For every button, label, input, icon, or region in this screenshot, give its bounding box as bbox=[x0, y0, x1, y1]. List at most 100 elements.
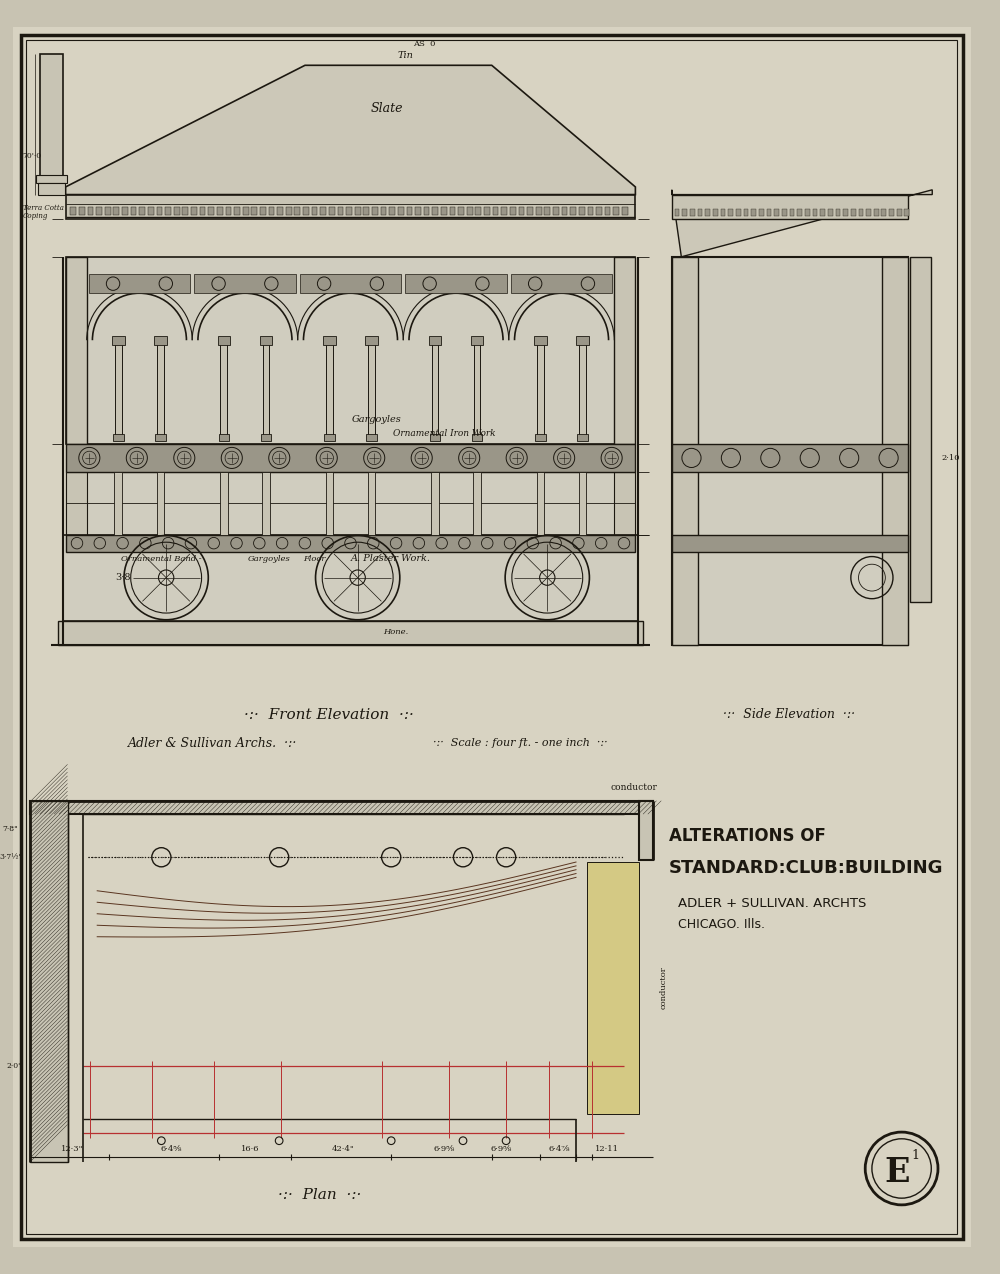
Bar bbox=[38, 183, 65, 195]
Bar bbox=[910, 257, 931, 601]
Bar bbox=[263, 340, 269, 438]
Bar bbox=[363, 208, 369, 215]
Bar bbox=[131, 208, 136, 215]
Bar bbox=[728, 209, 733, 215]
Bar bbox=[220, 340, 227, 438]
Bar bbox=[705, 209, 710, 215]
Bar bbox=[698, 209, 702, 215]
Bar bbox=[148, 208, 154, 215]
Bar bbox=[326, 473, 333, 535]
Text: Gargoyles: Gargoyles bbox=[248, 555, 291, 563]
Bar bbox=[484, 208, 490, 215]
Bar bbox=[194, 274, 296, 293]
Bar bbox=[614, 257, 635, 443]
Bar bbox=[605, 208, 610, 215]
Bar bbox=[493, 208, 498, 215]
Bar bbox=[519, 208, 524, 215]
Bar bbox=[424, 208, 429, 215]
Text: conductor: conductor bbox=[610, 782, 657, 792]
Bar bbox=[324, 434, 335, 441]
Bar bbox=[122, 208, 128, 215]
Bar bbox=[208, 208, 214, 215]
Bar bbox=[157, 208, 162, 215]
Bar bbox=[441, 208, 447, 215]
Bar bbox=[774, 209, 779, 215]
Bar bbox=[191, 208, 197, 215]
Bar bbox=[613, 208, 619, 215]
Text: Ornamental Iron Work: Ornamental Iron Work bbox=[393, 429, 495, 438]
Bar bbox=[398, 208, 404, 215]
Text: 42·4": 42·4" bbox=[332, 1145, 355, 1153]
Bar bbox=[329, 208, 335, 215]
Bar bbox=[182, 208, 188, 215]
Text: 12·11: 12·11 bbox=[595, 1145, 619, 1153]
Bar bbox=[381, 208, 386, 215]
Bar bbox=[553, 208, 559, 215]
Bar bbox=[537, 340, 544, 438]
Bar bbox=[165, 208, 171, 215]
Bar bbox=[471, 336, 483, 345]
Bar bbox=[366, 434, 377, 441]
Bar bbox=[790, 209, 794, 215]
Bar bbox=[261, 434, 271, 441]
Polygon shape bbox=[66, 65, 635, 195]
Bar bbox=[866, 209, 871, 215]
Bar bbox=[587, 862, 639, 1113]
Bar bbox=[577, 434, 588, 441]
Bar bbox=[326, 340, 333, 438]
Bar bbox=[562, 208, 567, 215]
Bar bbox=[672, 257, 698, 645]
Bar bbox=[501, 208, 507, 215]
Bar bbox=[672, 443, 908, 473]
Bar bbox=[66, 473, 635, 535]
Bar bbox=[88, 208, 93, 215]
Bar bbox=[300, 274, 401, 293]
Bar bbox=[897, 209, 902, 215]
Bar bbox=[767, 209, 771, 215]
Bar bbox=[510, 208, 516, 215]
Bar bbox=[596, 208, 602, 215]
Bar bbox=[63, 535, 638, 620]
Bar bbox=[200, 208, 205, 215]
Bar bbox=[260, 336, 272, 345]
Text: ALTERATIONS OF: ALTERATIONS OF bbox=[669, 827, 826, 845]
Bar bbox=[113, 434, 124, 441]
Text: 12·3": 12·3" bbox=[61, 1145, 84, 1153]
Text: 16·6: 16·6 bbox=[241, 1145, 260, 1153]
Bar bbox=[70, 208, 76, 215]
Bar bbox=[277, 208, 283, 215]
Polygon shape bbox=[672, 190, 932, 257]
Bar bbox=[874, 209, 879, 215]
Bar bbox=[262, 473, 270, 535]
Bar bbox=[881, 209, 886, 215]
Text: STANDARD:CLUB:BUILDING: STANDARD:CLUB:BUILDING bbox=[669, 859, 943, 877]
Bar bbox=[744, 209, 748, 215]
Bar bbox=[473, 473, 481, 535]
Bar bbox=[243, 208, 249, 215]
Bar bbox=[474, 340, 480, 438]
Bar bbox=[66, 443, 635, 473]
Bar bbox=[30, 801, 653, 814]
Bar bbox=[736, 209, 741, 215]
Bar bbox=[579, 473, 586, 535]
Bar bbox=[312, 208, 317, 215]
Bar bbox=[432, 340, 438, 438]
Text: 1: 1 bbox=[911, 1149, 919, 1162]
Text: 70'·0: 70'·0 bbox=[23, 153, 42, 161]
Bar bbox=[218, 336, 230, 345]
Bar bbox=[682, 209, 687, 215]
Bar bbox=[234, 208, 240, 215]
Bar bbox=[843, 209, 848, 215]
Text: AS  0: AS 0 bbox=[414, 41, 436, 48]
Text: Gargoyles: Gargoyles bbox=[352, 415, 402, 424]
Bar bbox=[66, 257, 87, 443]
Text: Slate: Slate bbox=[370, 102, 403, 115]
Text: A. Plaster Work.: A. Plaster Work. bbox=[351, 554, 431, 563]
Bar bbox=[511, 274, 612, 293]
Bar bbox=[96, 208, 102, 215]
Bar bbox=[570, 208, 576, 215]
Bar bbox=[220, 473, 228, 535]
Bar bbox=[66, 195, 635, 219]
Bar bbox=[431, 473, 439, 535]
Bar bbox=[527, 208, 533, 215]
